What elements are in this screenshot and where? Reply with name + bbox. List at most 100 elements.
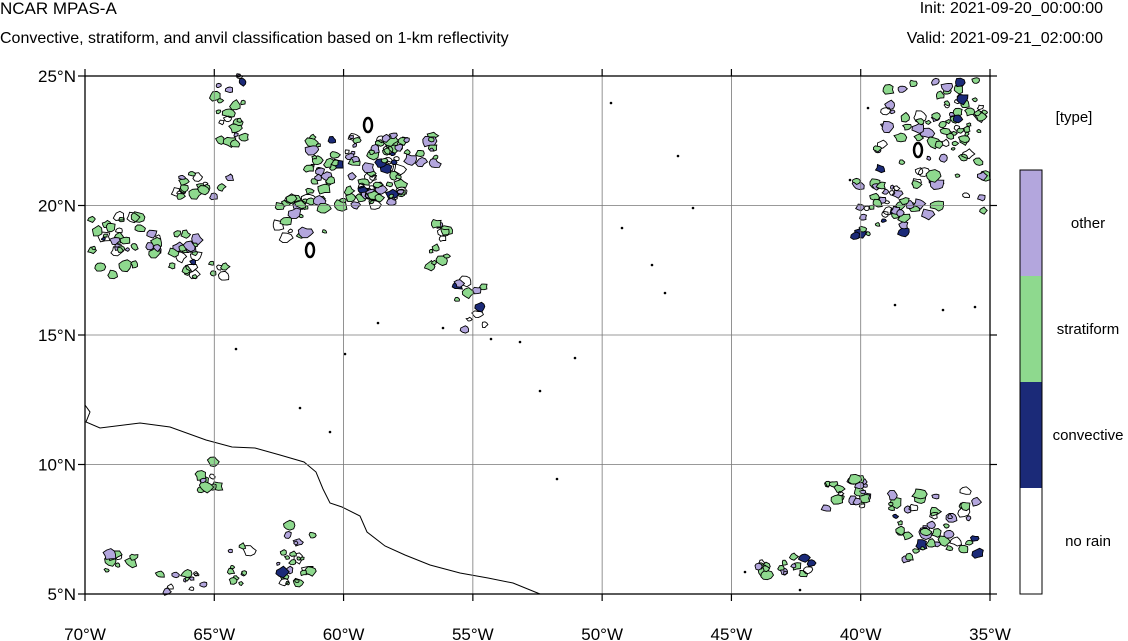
precip-cell — [184, 263, 199, 273]
lon-tick-label: 35°W — [969, 625, 1011, 641]
precip-cell — [327, 136, 337, 144]
precip-cell — [220, 262, 231, 271]
precip-cell — [432, 154, 439, 160]
precip-cell — [892, 513, 900, 520]
precip-cell — [180, 229, 192, 239]
precip-cell — [971, 496, 983, 507]
precip-cell — [960, 501, 971, 512]
precip-cell — [966, 122, 972, 128]
precip-cell — [134, 224, 146, 232]
precip-cell — [209, 192, 218, 201]
precip-cell — [230, 139, 241, 148]
precip-cell — [215, 109, 222, 115]
precip-cell — [790, 563, 797, 569]
precip-cell — [227, 548, 233, 554]
precip-speck — [798, 588, 802, 592]
precip-cell — [865, 231, 871, 237]
precip-cell — [892, 185, 901, 192]
precip-cell — [96, 231, 111, 243]
precip-cell — [315, 143, 321, 148]
precip-cell — [874, 163, 886, 174]
precip-cell — [909, 79, 918, 88]
precip-cell — [973, 109, 982, 117]
precip-speck — [893, 303, 897, 307]
lon-tick-label: 55°W — [452, 625, 494, 641]
precip-speck — [941, 308, 945, 312]
valid-time: Valid: 2021-09-21_02:00:00 — [906, 30, 1103, 47]
precip-cell — [884, 99, 895, 110]
precip-cell — [167, 247, 180, 258]
precip-cell — [431, 243, 440, 252]
coastline — [84, 404, 541, 595]
precip-cell — [945, 545, 954, 551]
precip-cell — [830, 494, 844, 505]
precip-cell — [189, 576, 195, 581]
precip-cell — [385, 197, 397, 206]
precip-cell — [882, 206, 893, 216]
precip-cell — [226, 567, 236, 575]
precip-cell — [900, 111, 910, 123]
precip-cell — [942, 523, 950, 529]
precip-cell — [206, 456, 220, 468]
precip-cell — [403, 153, 417, 166]
precip-cell — [428, 248, 434, 254]
precip-speck — [573, 356, 577, 360]
precip-cell — [976, 171, 989, 181]
precip-cell — [964, 131, 970, 137]
precip-cell — [952, 114, 964, 124]
precip-cell — [429, 147, 435, 152]
precip-cell — [912, 548, 921, 554]
precip-cell — [110, 246, 124, 257]
precip-cell — [329, 151, 341, 159]
precip-cell — [317, 183, 331, 195]
precip-cell — [282, 519, 296, 531]
precip-cell — [820, 504, 832, 512]
legend-frame — [1019, 169, 1043, 595]
precip-cell — [167, 262, 176, 270]
precip-cell — [233, 132, 239, 138]
legend-swatch-other — [1020, 170, 1042, 276]
precip-speck — [234, 347, 238, 351]
precip-cell — [925, 119, 932, 125]
precip-cell — [762, 565, 771, 573]
precip-cell — [302, 164, 314, 173]
precip-cell — [238, 542, 247, 550]
lat-tick-label: 25°N — [38, 67, 76, 86]
precip-cell — [950, 147, 956, 151]
precip-cell — [436, 228, 450, 237]
precip-cell — [194, 572, 200, 577]
precip-cell — [929, 511, 939, 520]
precip-cell — [238, 78, 247, 87]
precip-cell — [963, 125, 971, 133]
lon-tick-label: 70°W — [64, 625, 106, 641]
precip-cell — [959, 486, 972, 495]
precip-cell — [278, 232, 294, 244]
precip-cell — [943, 529, 955, 539]
precip-cell — [357, 185, 369, 194]
precip-cell — [308, 531, 317, 539]
lon-tick-label: 60°W — [323, 625, 365, 641]
precip-cell — [193, 570, 199, 577]
precip-cell — [938, 153, 948, 163]
precip-cell — [954, 173, 961, 178]
precip-cell — [348, 135, 355, 139]
precip-cell — [976, 128, 982, 134]
precip-cell — [287, 207, 302, 219]
precip-cell — [283, 555, 290, 560]
precip-cell — [129, 553, 139, 561]
precip-cell — [911, 488, 928, 500]
precip-cell — [197, 185, 210, 196]
precip-cell — [114, 562, 121, 568]
precip-cell — [929, 200, 945, 212]
precip-cell — [362, 162, 375, 174]
precip-cell — [352, 142, 357, 148]
precip-cell — [925, 538, 937, 548]
precip-cell — [279, 216, 293, 226]
precip-cell — [188, 586, 195, 591]
precip-cell — [881, 188, 890, 195]
lon-tick-label: 50°W — [581, 625, 623, 641]
precip-cell — [471, 286, 482, 295]
precip-cell — [146, 229, 158, 239]
precip-cell — [393, 178, 409, 189]
